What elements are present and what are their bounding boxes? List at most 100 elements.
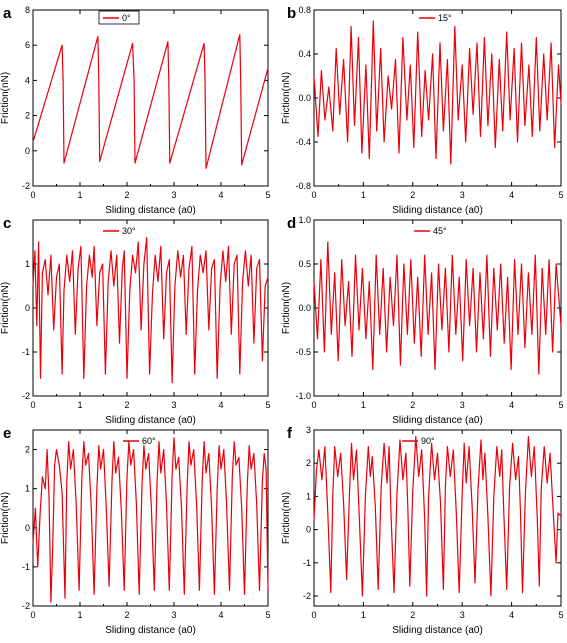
y-tick-label: 2 <box>25 111 30 121</box>
legend-label: 45° <box>433 226 447 236</box>
x-axis-label: Sliding distance (a0) <box>392 415 483 426</box>
x-tick-label: 1 <box>361 610 366 620</box>
y-tick-label: -2 <box>22 181 30 191</box>
x-axis-label: Sliding distance (a0) <box>105 625 196 636</box>
y-tick-label: -1.0 <box>295 391 311 401</box>
x-tick-label: 2 <box>410 400 415 410</box>
panel-letter: d <box>287 215 296 232</box>
series-line <box>32 33 269 169</box>
plot-frame <box>32 9 269 187</box>
y-tick-label: 3 <box>306 425 311 435</box>
x-tick-label: 2 <box>124 400 129 410</box>
panel-b: b 0 1 2 3 4 5 -0.8 -0.4 0.0 0.4 0.8 Sliding distance… <box>281 5 564 216</box>
x-tick-label: 3 <box>460 190 465 200</box>
y-tick-label: 0 <box>25 303 30 313</box>
x-tick-label: 5 <box>558 610 563 620</box>
panel-letter: f <box>287 425 293 442</box>
series-line <box>313 241 562 375</box>
x-tick-label: 5 <box>265 190 270 200</box>
y-tick-label: 4 <box>25 75 30 85</box>
y-tick-label: 0 <box>306 525 311 535</box>
x-tick-label: 2 <box>410 610 415 620</box>
x-tick-label: 0 <box>311 400 316 410</box>
y-tick-label: -2 <box>303 591 311 601</box>
y-tick-label: 6 <box>25 40 30 50</box>
x-tick-label: 1 <box>77 400 82 410</box>
y-tick-label: 0.0 <box>298 93 311 103</box>
legend-label: 90° <box>421 436 435 446</box>
y-tick-label: 8 <box>25 5 30 15</box>
y-tick-label: -1 <box>22 347 30 357</box>
y-tick-label: 0.4 <box>298 49 311 59</box>
x-tick-label: 4 <box>509 400 514 410</box>
panel-d: d 0 1 2 3 4 5 -1.0 -0.5 0.0 0.5 1.0 Sliding distance… <box>281 215 564 426</box>
y-tick-label: -1 <box>22 562 30 572</box>
x-tick-label: 4 <box>218 400 223 410</box>
panel-letter: b <box>287 5 296 22</box>
x-tick-label: 1 <box>77 190 82 200</box>
y-tick-label: -0.8 <box>295 181 311 191</box>
x-tick-label: 0 <box>30 190 35 200</box>
x-axis-label: Sliding distance (a0) <box>105 205 196 216</box>
y-tick-label: -2 <box>22 601 30 611</box>
x-tick-label: 0 <box>311 190 316 200</box>
series-line <box>313 20 562 165</box>
y-tick-label: -2 <box>22 391 30 401</box>
panel-letter: a <box>3 5 12 22</box>
y-axis-label: Friction(nN) <box>281 282 292 334</box>
legend-label: 60° <box>142 436 156 446</box>
y-tick-label: 1.0 <box>298 215 311 225</box>
x-tick-label: 1 <box>361 190 366 200</box>
panel-letter: e <box>3 425 11 442</box>
y-axis-label: Friction(nN) <box>281 492 292 544</box>
y-tick-label: -0.4 <box>295 137 311 147</box>
legend-label: 0° <box>122 13 131 23</box>
x-tick-label: 5 <box>558 400 563 410</box>
x-tick-label: 4 <box>218 190 223 200</box>
legend-label: 30° <box>122 226 136 236</box>
x-tick-label: 4 <box>218 610 223 620</box>
y-tick-label: -1 <box>303 558 311 568</box>
y-tick-label: 0 <box>25 146 30 156</box>
series-line <box>32 237 269 384</box>
panel-c: c 0 1 2 3 4 5 -2 -1 0 1 Sliding distance (a0) Fricti… <box>0 215 271 426</box>
panel-f: f 0 1 2 3 4 5 -2 -1 0 1 2 3 Sliding distance (a0) Fric… <box>281 425 564 636</box>
x-axis-label: Sliding distance (a0) <box>392 625 483 636</box>
x-axis-label: Sliding distance (a0) <box>392 205 483 216</box>
y-axis-label: Friction(nN) <box>0 492 11 544</box>
x-tick-label: 0 <box>30 400 35 410</box>
series-line <box>313 436 562 597</box>
y-tick-label: 1 <box>306 491 311 501</box>
y-tick-label: 2 <box>25 445 30 455</box>
x-tick-label: 3 <box>460 610 465 620</box>
y-tick-label: 1 <box>25 484 30 494</box>
x-tick-label: 4 <box>509 190 514 200</box>
x-tick-label: 3 <box>171 190 176 200</box>
y-axis-label: Friction(nN) <box>281 72 292 124</box>
x-tick-label: 0 <box>311 610 316 620</box>
y-tick-label: 0 <box>25 523 30 533</box>
x-tick-label: 5 <box>558 190 563 200</box>
x-tick-label: 5 <box>265 400 270 410</box>
y-tick-label: 2 <box>306 458 311 468</box>
panel-letter: c <box>3 215 11 232</box>
x-tick-label: 1 <box>361 400 366 410</box>
legend-label: 15° <box>438 13 452 23</box>
x-tick-label: 0 <box>30 610 35 620</box>
y-tick-label: 0.0 <box>298 303 311 313</box>
y-tick-label: 0.5 <box>298 259 311 269</box>
y-tick-label: 1 <box>25 259 30 269</box>
series-line <box>32 437 269 603</box>
x-tick-label: 5 <box>265 610 270 620</box>
y-axis-label: Friction(nN) <box>0 282 11 334</box>
panel-e: e 0 1 2 3 4 5 -2 -1 0 1 2 Sliding distance (a0) Frict… <box>0 425 271 636</box>
x-tick-label: 3 <box>171 610 176 620</box>
y-axis-label: Friction(nN) <box>0 72 11 124</box>
x-axis-label: Sliding distance (a0) <box>105 415 196 426</box>
x-tick-label: 2 <box>124 610 129 620</box>
x-tick-label: 3 <box>171 400 176 410</box>
x-tick-label: 4 <box>509 610 514 620</box>
y-tick-label: 0.8 <box>298 5 311 15</box>
